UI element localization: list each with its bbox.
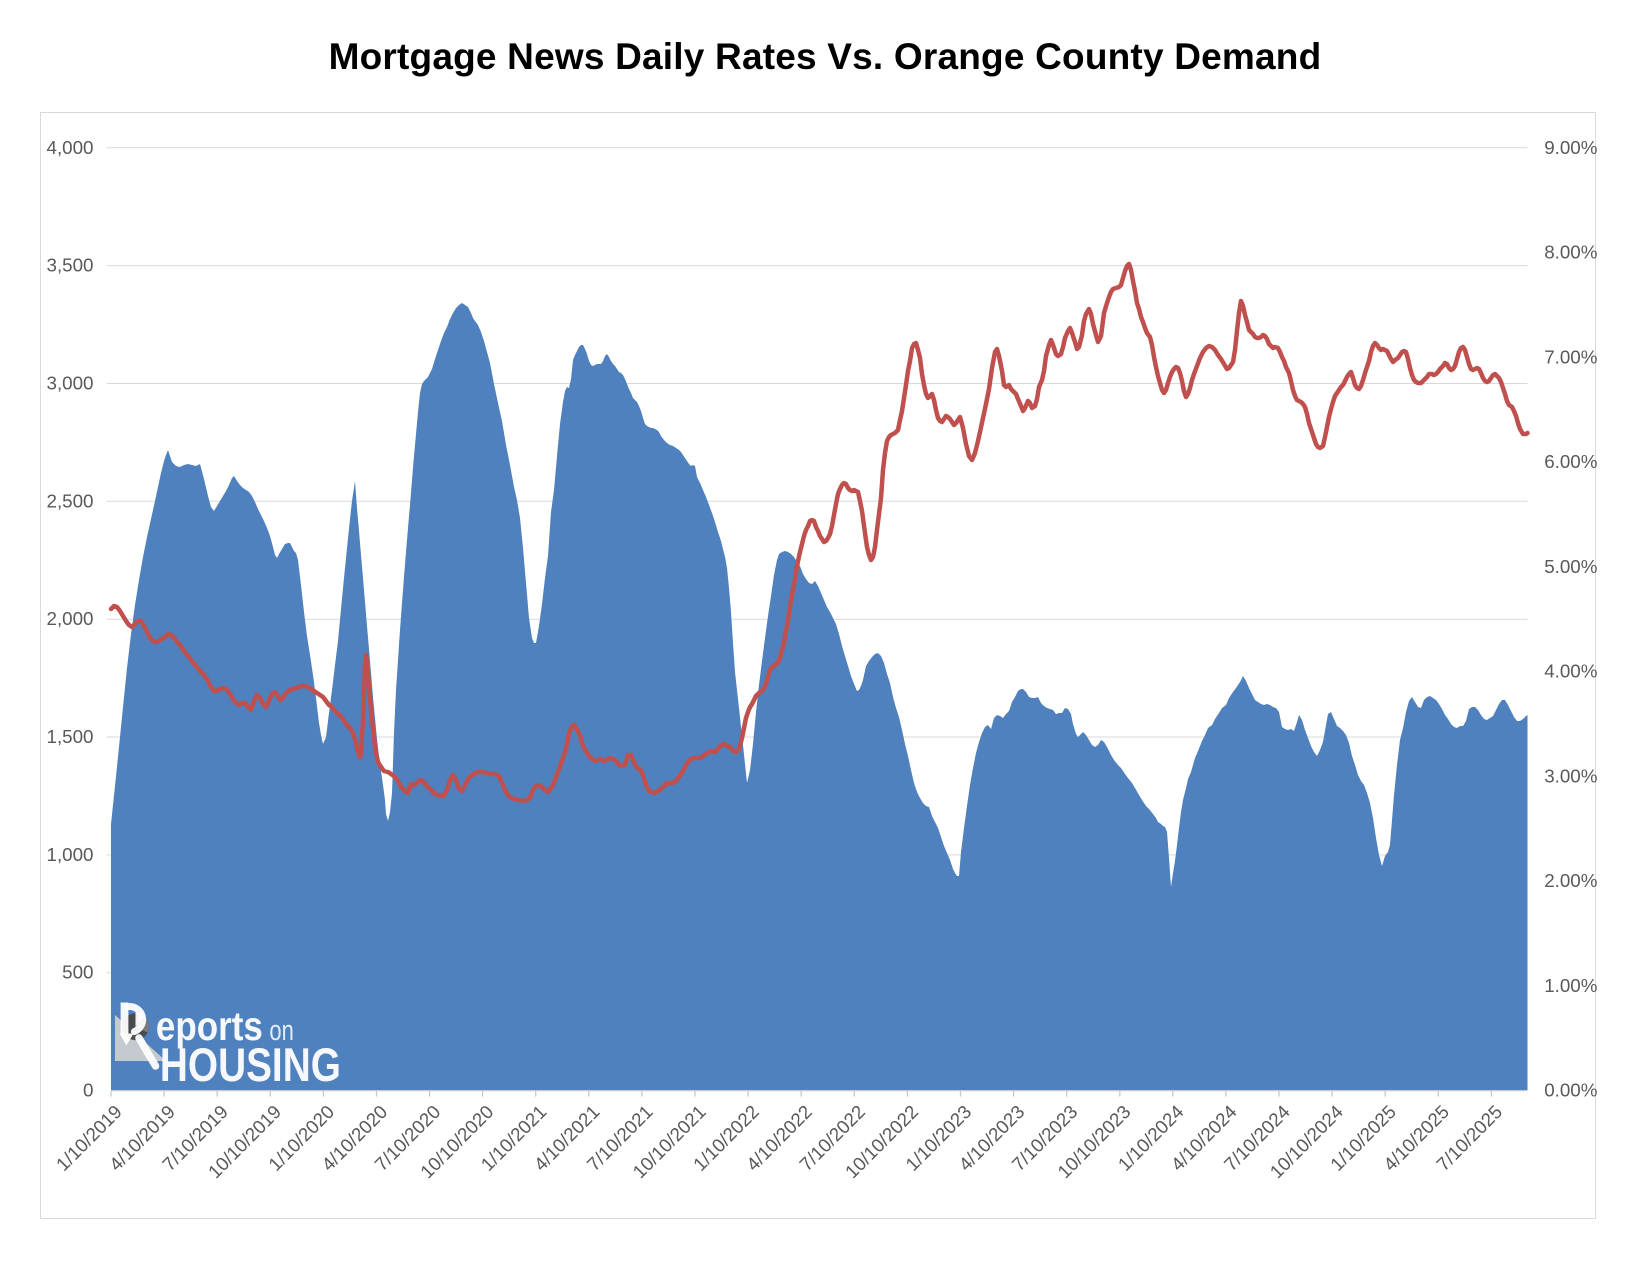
svg-text:3,500: 3,500: [47, 255, 94, 276]
svg-text:0.00%: 0.00%: [1544, 1080, 1598, 1101]
svg-text:500: 500: [62, 962, 93, 983]
svg-text:4,000: 4,000: [47, 137, 94, 158]
svg-text:3,000: 3,000: [47, 373, 94, 394]
svg-text:2.00%: 2.00%: [1544, 870, 1598, 891]
svg-text:0: 0: [83, 1080, 93, 1101]
svg-text:7.00%: 7.00%: [1544, 346, 1598, 367]
svg-text:1.00%: 1.00%: [1544, 975, 1598, 996]
svg-text:4.00%: 4.00%: [1544, 661, 1598, 682]
svg-text:2,500: 2,500: [47, 490, 94, 511]
svg-text:6.00%: 6.00%: [1544, 451, 1598, 472]
svg-text:eports: eports: [156, 1003, 263, 1049]
svg-text:1,000: 1,000: [47, 844, 94, 865]
svg-text:HOUSING: HOUSING: [160, 1038, 341, 1091]
svg-text:1,500: 1,500: [47, 726, 94, 747]
svg-text:5.00%: 5.00%: [1544, 556, 1598, 577]
svg-text:on: on: [269, 1015, 293, 1047]
svg-text:8.00%: 8.00%: [1544, 242, 1598, 263]
svg-text:3.00%: 3.00%: [1544, 765, 1598, 786]
svg-text:2,000: 2,000: [47, 608, 94, 629]
svg-text:9.00%: 9.00%: [1544, 137, 1598, 158]
